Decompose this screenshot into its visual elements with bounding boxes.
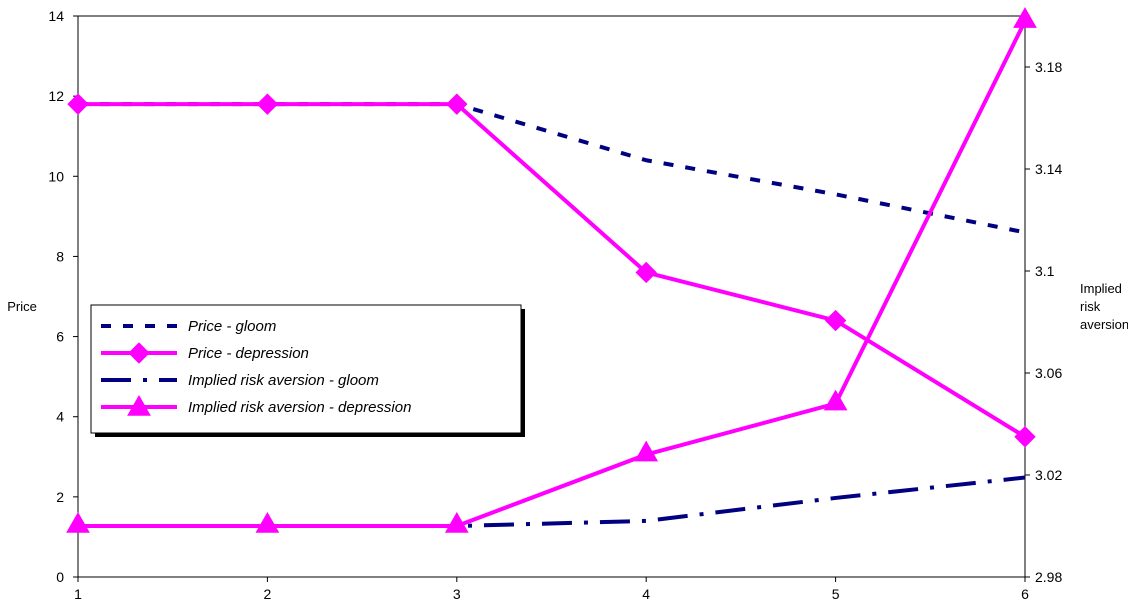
- series-3-point: [634, 440, 659, 462]
- left-axis-tick-label: 8: [56, 248, 64, 264]
- x-axis: 1 2 3 4 5 6: [74, 577, 1029, 602]
- right-axis-tick-label: 3.06: [1035, 365, 1062, 381]
- left-axis-tick-label: 4: [56, 409, 64, 425]
- right-axis-tick-label: 3.18: [1035, 59, 1062, 75]
- legend-marker-3: [127, 394, 151, 416]
- right-axis-tick-label: 2.98: [1035, 569, 1062, 585]
- series-3-point: [66, 511, 90, 533]
- right-axis-tick-label: 3.14: [1035, 161, 1062, 177]
- series-3-point: [255, 511, 280, 533]
- legend-label-1: Price - depression: [188, 345, 309, 362]
- left-axis-tick-label: 0: [56, 569, 64, 585]
- left-axis-label: Price: [7, 299, 37, 314]
- series-1-point: [635, 261, 657, 284]
- legend-box: [90, 304, 522, 434]
- x-axis-tick-label: 2: [264, 586, 272, 602]
- left-axis-tick-label: 6: [56, 329, 64, 345]
- legend-label-0: Price - gloom: [188, 318, 276, 335]
- right-axis: 2.98 3.02 3.06 3.1 3.14 3.18: [1025, 59, 1062, 585]
- legend-label-2: Implied risk aversion - gloom: [188, 372, 379, 389]
- series-1-point: [446, 93, 468, 115]
- right-axis-tick-label: 3.1: [1035, 263, 1055, 279]
- series-line-3: [78, 20, 1027, 528]
- series-1-point: [256, 93, 279, 115]
- series-line-2: [78, 475, 1026, 528]
- series-3-point: [823, 389, 848, 411]
- right-axis-label-line-3: aversion: [1080, 317, 1128, 332]
- legend: Price - gloom Price - depression Implied r…: [90, 304, 525, 437]
- series-1-point: [67, 93, 89, 115]
- x-axis-tick-label: 5: [832, 586, 840, 602]
- right-axis-tick-label: 3.02: [1035, 467, 1062, 483]
- legend-label-3: Implied risk aversion - depression: [188, 399, 411, 416]
- left-axis: 0 2 4 6 8 10 12 14: [48, 8, 78, 585]
- right-axis-label: Implied risk aversion: [1080, 281, 1128, 332]
- x-axis-tick-label: 4: [642, 586, 650, 602]
- left-axis-tick-label: 14: [48, 8, 64, 24]
- series-1-point: [824, 309, 847, 332]
- series-3-point: [1013, 7, 1037, 28]
- series-layer: [66, 7, 1037, 533]
- series-1-point: [1014, 426, 1036, 448]
- series-3-point: [444, 511, 469, 533]
- x-axis-tick-label: 3: [453, 586, 461, 602]
- right-axis-label-line-1: Implied: [1080, 281, 1122, 296]
- left-axis-tick-label: 2: [56, 489, 64, 505]
- left-axis-tick-label: 12: [48, 88, 64, 104]
- right-axis-label-line-2: risk: [1080, 299, 1101, 314]
- x-axis-tick-label: 6: [1021, 586, 1029, 602]
- x-axis-tick-label: 1: [74, 586, 82, 602]
- left-axis-tick-label: 10: [48, 168, 64, 184]
- plot-area: [77, 15, 1026, 578]
- legend-marker-1: [128, 342, 150, 364]
